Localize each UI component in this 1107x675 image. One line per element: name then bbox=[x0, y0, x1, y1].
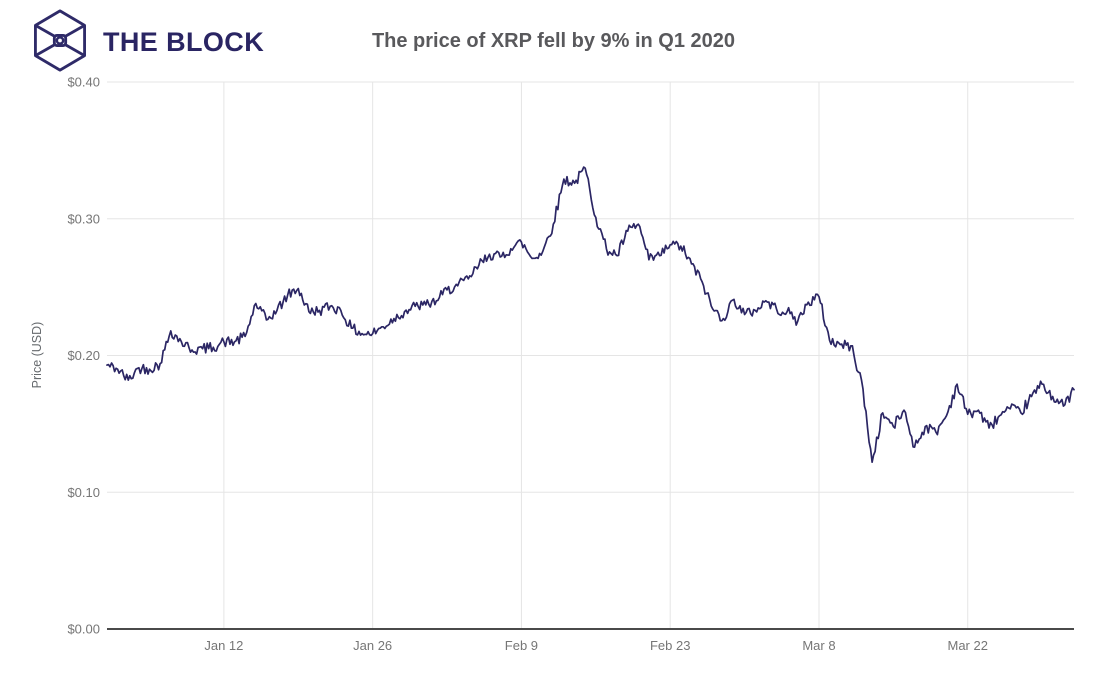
brand-name: THE BLOCK bbox=[103, 27, 265, 57]
x-tick-label: Mar 8 bbox=[802, 638, 835, 653]
x-tick-label: Mar 22 bbox=[948, 638, 988, 653]
y-tick-label: $0.10 bbox=[67, 485, 100, 500]
x-tick-label: Jan 26 bbox=[353, 638, 392, 653]
y-tick-label: $0.00 bbox=[67, 622, 100, 637]
x-tick-label: Jan 12 bbox=[204, 638, 243, 653]
price-line bbox=[106, 166, 1075, 464]
the-block-logo-icon bbox=[34, 9, 86, 72]
x-tick-label: Feb 23 bbox=[650, 638, 690, 653]
y-tick-label: $0.40 bbox=[67, 75, 100, 90]
x-tick-label: Feb 9 bbox=[505, 638, 538, 653]
chart-title: The price of XRP fell by 9% in Q1 2020 bbox=[371, 30, 736, 52]
y-tick-label: $0.30 bbox=[67, 211, 100, 226]
y-tick-label: $0.20 bbox=[67, 348, 100, 363]
